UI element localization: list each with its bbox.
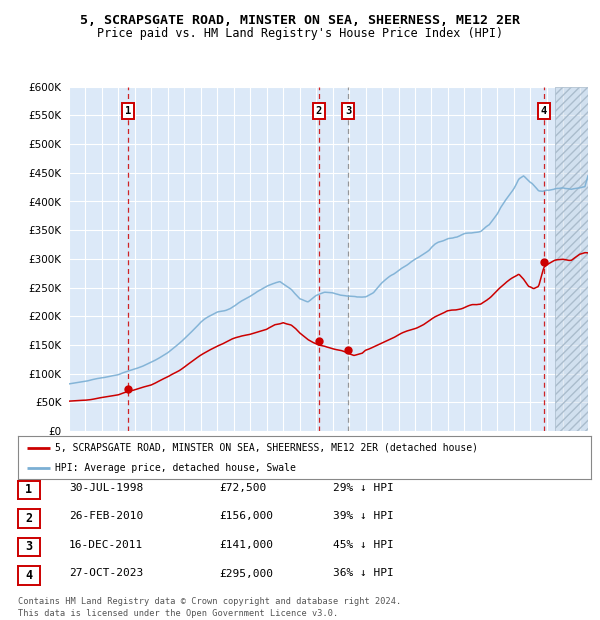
Text: 16-DEC-2011: 16-DEC-2011 [69, 540, 143, 550]
Text: £156,000: £156,000 [219, 512, 273, 521]
Text: 4: 4 [541, 106, 547, 116]
Text: 29% ↓ HPI: 29% ↓ HPI [333, 483, 394, 493]
Text: 4: 4 [25, 569, 32, 582]
Text: Contains HM Land Registry data © Crown copyright and database right 2024.
This d: Contains HM Land Registry data © Crown c… [18, 597, 401, 618]
Text: 36% ↓ HPI: 36% ↓ HPI [333, 569, 394, 578]
Text: 1: 1 [25, 484, 32, 496]
Text: £72,500: £72,500 [219, 483, 266, 493]
Text: 5, SCRAPSGATE ROAD, MINSTER ON SEA, SHEERNESS, ME12 2ER: 5, SCRAPSGATE ROAD, MINSTER ON SEA, SHEE… [80, 14, 520, 27]
Text: 3: 3 [346, 106, 352, 116]
Text: 3: 3 [25, 541, 32, 553]
Text: 5, SCRAPSGATE ROAD, MINSTER ON SEA, SHEERNESS, ME12 2ER (detached house): 5, SCRAPSGATE ROAD, MINSTER ON SEA, SHEE… [55, 443, 478, 453]
Text: HPI: Average price, detached house, Swale: HPI: Average price, detached house, Swal… [55, 463, 296, 473]
Text: 39% ↓ HPI: 39% ↓ HPI [333, 512, 394, 521]
Text: 27-OCT-2023: 27-OCT-2023 [69, 569, 143, 578]
Text: 45% ↓ HPI: 45% ↓ HPI [333, 540, 394, 550]
Text: 1: 1 [125, 106, 131, 116]
Bar [555, 87, 588, 431]
Text: 30-JUL-1998: 30-JUL-1998 [69, 483, 143, 493]
Text: £141,000: £141,000 [219, 540, 273, 550]
Text: 26-FEB-2010: 26-FEB-2010 [69, 512, 143, 521]
Bar [555, 87, 588, 431]
Text: 2: 2 [316, 106, 322, 116]
Text: Price paid vs. HM Land Registry's House Price Index (HPI): Price paid vs. HM Land Registry's House … [97, 27, 503, 40]
Text: 2: 2 [25, 512, 32, 525]
Text: £295,000: £295,000 [219, 569, 273, 578]
